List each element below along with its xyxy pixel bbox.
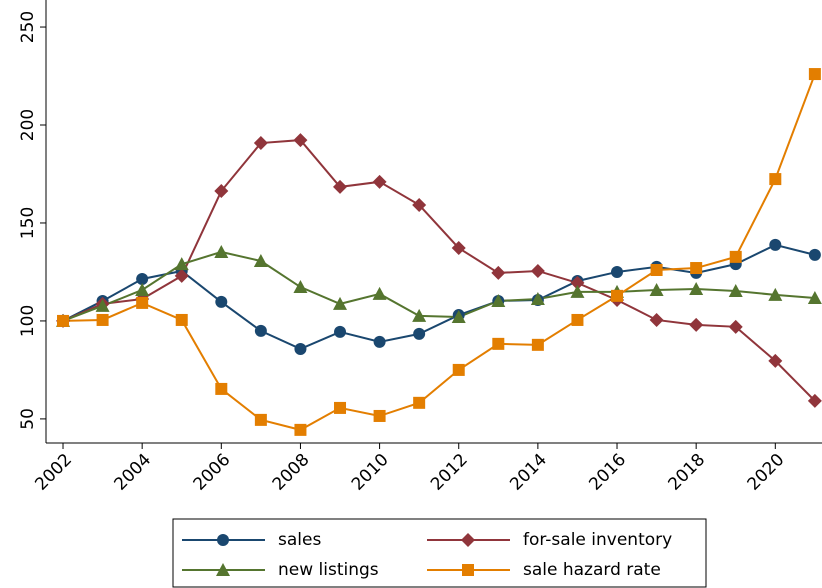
marker: [174, 268, 189, 283]
marker: [451, 241, 466, 256]
x-tick-label: 2004: [110, 450, 155, 495]
x-tick-label: 2008: [269, 450, 314, 495]
marker: [253, 253, 268, 267]
legend-marker: [461, 533, 475, 547]
marker: [530, 263, 545, 278]
marker: [611, 289, 624, 302]
marker: [570, 284, 585, 298]
marker: [333, 179, 348, 194]
series-line: [62, 243, 816, 351]
marker: [530, 291, 545, 305]
y-tick-label: 50: [18, 408, 38, 430]
y-tick-label: 100: [18, 305, 38, 337]
marker: [254, 413, 267, 426]
marker: [492, 337, 505, 350]
marker: [215, 295, 228, 308]
marker: [294, 342, 307, 355]
marker: [214, 244, 229, 258]
marker: [808, 68, 821, 81]
x-tick-label: 2002: [31, 450, 76, 495]
x-tick-label: 2020: [744, 450, 789, 495]
marker: [372, 286, 387, 300]
marker: [334, 401, 347, 414]
marker: [768, 353, 783, 368]
marker: [650, 263, 663, 276]
x-tick-label: 2016: [585, 450, 630, 495]
marker: [175, 313, 188, 326]
marker: [452, 363, 465, 376]
y-tick-label: 150: [18, 207, 38, 239]
marker: [769, 238, 782, 251]
marker: [293, 133, 308, 148]
legend-label: for-sale inventory: [523, 530, 672, 550]
marker: [373, 409, 386, 422]
marker: [570, 275, 585, 290]
marker: [294, 423, 307, 436]
x-tick-label: 2010: [348, 450, 393, 495]
legend-marker: [462, 564, 474, 576]
marker: [728, 319, 743, 334]
marker: [373, 335, 386, 348]
y-tick-label: 200: [18, 109, 38, 141]
x-tick-label: 2014: [506, 450, 551, 495]
x-tick-label: 2012: [427, 450, 472, 495]
marker: [689, 317, 704, 332]
marker: [571, 313, 584, 326]
marker: [649, 312, 664, 327]
legend-marker: [216, 563, 230, 576]
marker: [333, 296, 348, 310]
marker: [413, 396, 426, 409]
marker: [136, 296, 149, 309]
marker: [372, 174, 387, 189]
marker: [293, 280, 308, 294]
marker: [451, 310, 466, 324]
marker: [136, 273, 149, 286]
marker: [728, 283, 743, 297]
marker: [174, 257, 189, 271]
series-line: [62, 250, 815, 322]
legend-label: sales: [278, 530, 321, 550]
legend-label: sale hazard rate: [523, 560, 661, 580]
marker: [95, 298, 110, 312]
marker: [768, 287, 783, 301]
marker: [807, 393, 822, 408]
marker: [689, 281, 704, 295]
marker: [215, 382, 228, 395]
marker: [808, 248, 821, 261]
marker: [253, 136, 268, 151]
marker: [135, 282, 150, 296]
series-line: [62, 73, 816, 431]
marker: [214, 184, 229, 199]
marker: [649, 282, 664, 296]
marker: [611, 265, 624, 278]
marker: [254, 324, 267, 337]
marker: [412, 308, 427, 322]
marker: [807, 291, 822, 305]
marker: [729, 250, 742, 263]
marker: [690, 262, 703, 275]
marker: [531, 338, 544, 351]
marker: [413, 327, 426, 340]
marker: [57, 314, 70, 327]
x-tick-label: 2006: [190, 450, 235, 495]
y-tick-label: 250: [18, 11, 38, 43]
x-tick-label: 2018: [664, 450, 709, 495]
marker: [412, 197, 427, 212]
marker: [96, 313, 109, 326]
marker: [334, 325, 347, 338]
legend-label: new listings: [278, 560, 379, 580]
marker: [769, 173, 782, 186]
marker: [491, 293, 506, 307]
marker: [491, 265, 506, 280]
legend-box: [172, 518, 707, 588]
legend-marker: [217, 534, 229, 546]
